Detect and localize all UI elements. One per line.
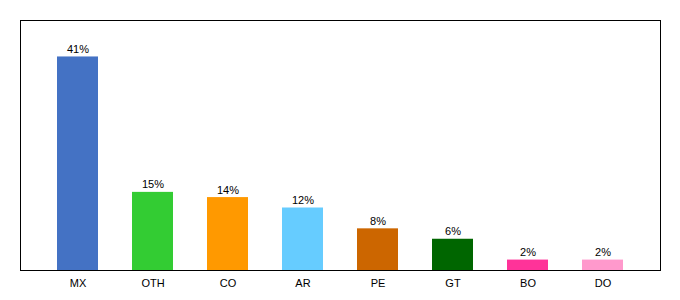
- svg-text:6%: 6%: [445, 225, 461, 237]
- svg-text:PE: PE: [371, 277, 386, 289]
- svg-text:GT: GT: [445, 277, 461, 289]
- svg-text:DO: DO: [595, 277, 612, 289]
- svg-text:12%: 12%: [292, 194, 314, 206]
- svg-text:OTH: OTH: [141, 277, 164, 289]
- svg-text:MX: MX: [70, 277, 87, 289]
- svg-text:8%: 8%: [370, 215, 386, 227]
- svg-text:14%: 14%: [217, 184, 239, 196]
- svg-text:AR: AR: [295, 277, 310, 289]
- svg-text:2%: 2%: [595, 246, 611, 258]
- svg-text:BO: BO: [520, 277, 536, 289]
- svg-text:41%: 41%: [67, 43, 89, 55]
- svg-text:15%: 15%: [142, 178, 164, 190]
- svg-text:2%: 2%: [520, 246, 536, 258]
- svg-text:CO: CO: [220, 277, 237, 289]
